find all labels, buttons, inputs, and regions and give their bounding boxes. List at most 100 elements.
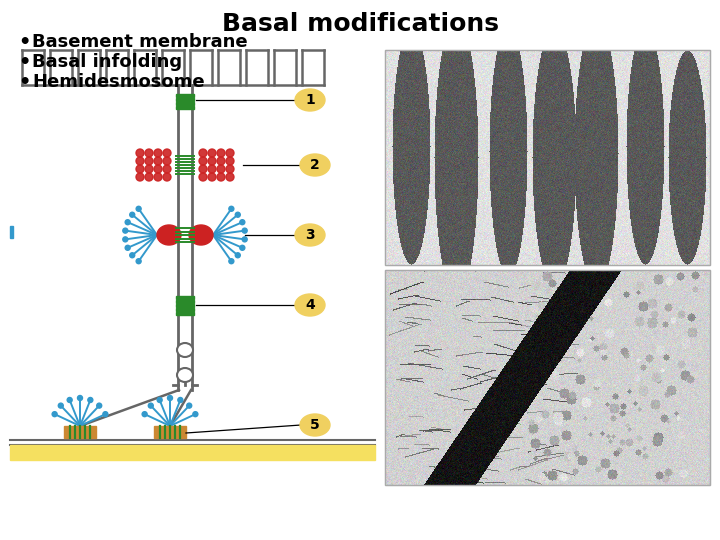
Bar (385, 50, 710, 265)
Circle shape (163, 173, 171, 181)
Circle shape (199, 173, 207, 181)
Circle shape (136, 165, 144, 173)
Bar (176, 295, 194, 299)
Circle shape (208, 149, 216, 157)
Bar (64, 426, 96, 438)
Bar (176, 105, 194, 109)
Bar (176, 312, 194, 314)
Circle shape (145, 165, 153, 173)
Circle shape (229, 259, 234, 264)
Circle shape (242, 237, 247, 242)
Bar (385, 270, 710, 485)
Circle shape (226, 149, 234, 157)
Bar (176, 303, 194, 307)
Circle shape (242, 228, 247, 233)
Circle shape (217, 149, 225, 157)
Circle shape (226, 173, 234, 181)
Circle shape (240, 220, 245, 225)
Circle shape (103, 411, 108, 417)
Circle shape (199, 157, 207, 165)
Text: 4: 4 (305, 298, 315, 312)
Circle shape (130, 212, 135, 217)
Bar (176, 307, 194, 310)
Text: •: • (18, 52, 30, 71)
Bar (176, 102, 194, 105)
Bar (10, 445, 375, 460)
Text: Hemidesmosome: Hemidesmosome (32, 73, 204, 91)
Circle shape (193, 411, 198, 417)
Circle shape (163, 157, 171, 165)
Circle shape (88, 397, 93, 402)
Circle shape (123, 228, 128, 233)
Bar (176, 93, 194, 97)
Circle shape (136, 206, 141, 211)
Text: 2: 2 (310, 158, 320, 172)
Ellipse shape (300, 154, 330, 176)
Circle shape (136, 259, 141, 264)
Bar (10, 226, 13, 238)
Circle shape (136, 149, 144, 157)
Bar (154, 426, 186, 438)
Circle shape (199, 165, 207, 173)
Circle shape (208, 157, 216, 165)
Ellipse shape (157, 225, 181, 245)
Circle shape (154, 173, 162, 181)
Text: Basal modifications: Basal modifications (222, 12, 498, 36)
Circle shape (145, 157, 153, 165)
Circle shape (130, 253, 135, 258)
Circle shape (125, 245, 130, 251)
Ellipse shape (189, 225, 213, 245)
Circle shape (145, 149, 153, 157)
Circle shape (226, 157, 234, 165)
Bar (176, 300, 194, 302)
Circle shape (148, 403, 153, 408)
Text: Basement membrane: Basement membrane (32, 33, 248, 51)
Text: •: • (18, 32, 30, 51)
Circle shape (199, 149, 207, 157)
Ellipse shape (295, 294, 325, 316)
Circle shape (178, 397, 183, 402)
Circle shape (58, 403, 63, 408)
Circle shape (208, 165, 216, 173)
Circle shape (168, 395, 173, 401)
Circle shape (226, 165, 234, 173)
Text: 3: 3 (305, 228, 315, 242)
Circle shape (163, 165, 171, 173)
Circle shape (52, 411, 57, 417)
Circle shape (136, 173, 144, 181)
Ellipse shape (177, 343, 193, 357)
Circle shape (235, 212, 240, 217)
Text: 5: 5 (310, 418, 320, 432)
Bar (385, 50, 710, 265)
Ellipse shape (177, 368, 193, 382)
Circle shape (186, 403, 192, 408)
Circle shape (229, 206, 234, 211)
Text: Basal infolding: Basal infolding (32, 53, 182, 71)
Circle shape (154, 157, 162, 165)
Circle shape (208, 173, 216, 181)
Circle shape (67, 397, 72, 402)
Circle shape (142, 411, 147, 417)
Circle shape (78, 395, 83, 401)
Circle shape (136, 157, 144, 165)
Bar (385, 270, 710, 485)
Bar (176, 98, 194, 100)
Circle shape (217, 157, 225, 165)
Circle shape (123, 237, 128, 242)
Circle shape (125, 220, 130, 225)
Circle shape (217, 173, 225, 181)
Ellipse shape (295, 224, 325, 246)
Circle shape (154, 165, 162, 173)
Circle shape (235, 253, 240, 258)
Ellipse shape (295, 89, 325, 111)
Circle shape (163, 149, 171, 157)
Circle shape (96, 403, 102, 408)
Text: 1: 1 (305, 93, 315, 107)
Text: •: • (18, 72, 30, 91)
Circle shape (145, 173, 153, 181)
Circle shape (154, 149, 162, 157)
Ellipse shape (300, 414, 330, 436)
Circle shape (157, 397, 162, 402)
Circle shape (240, 245, 245, 251)
Circle shape (217, 165, 225, 173)
